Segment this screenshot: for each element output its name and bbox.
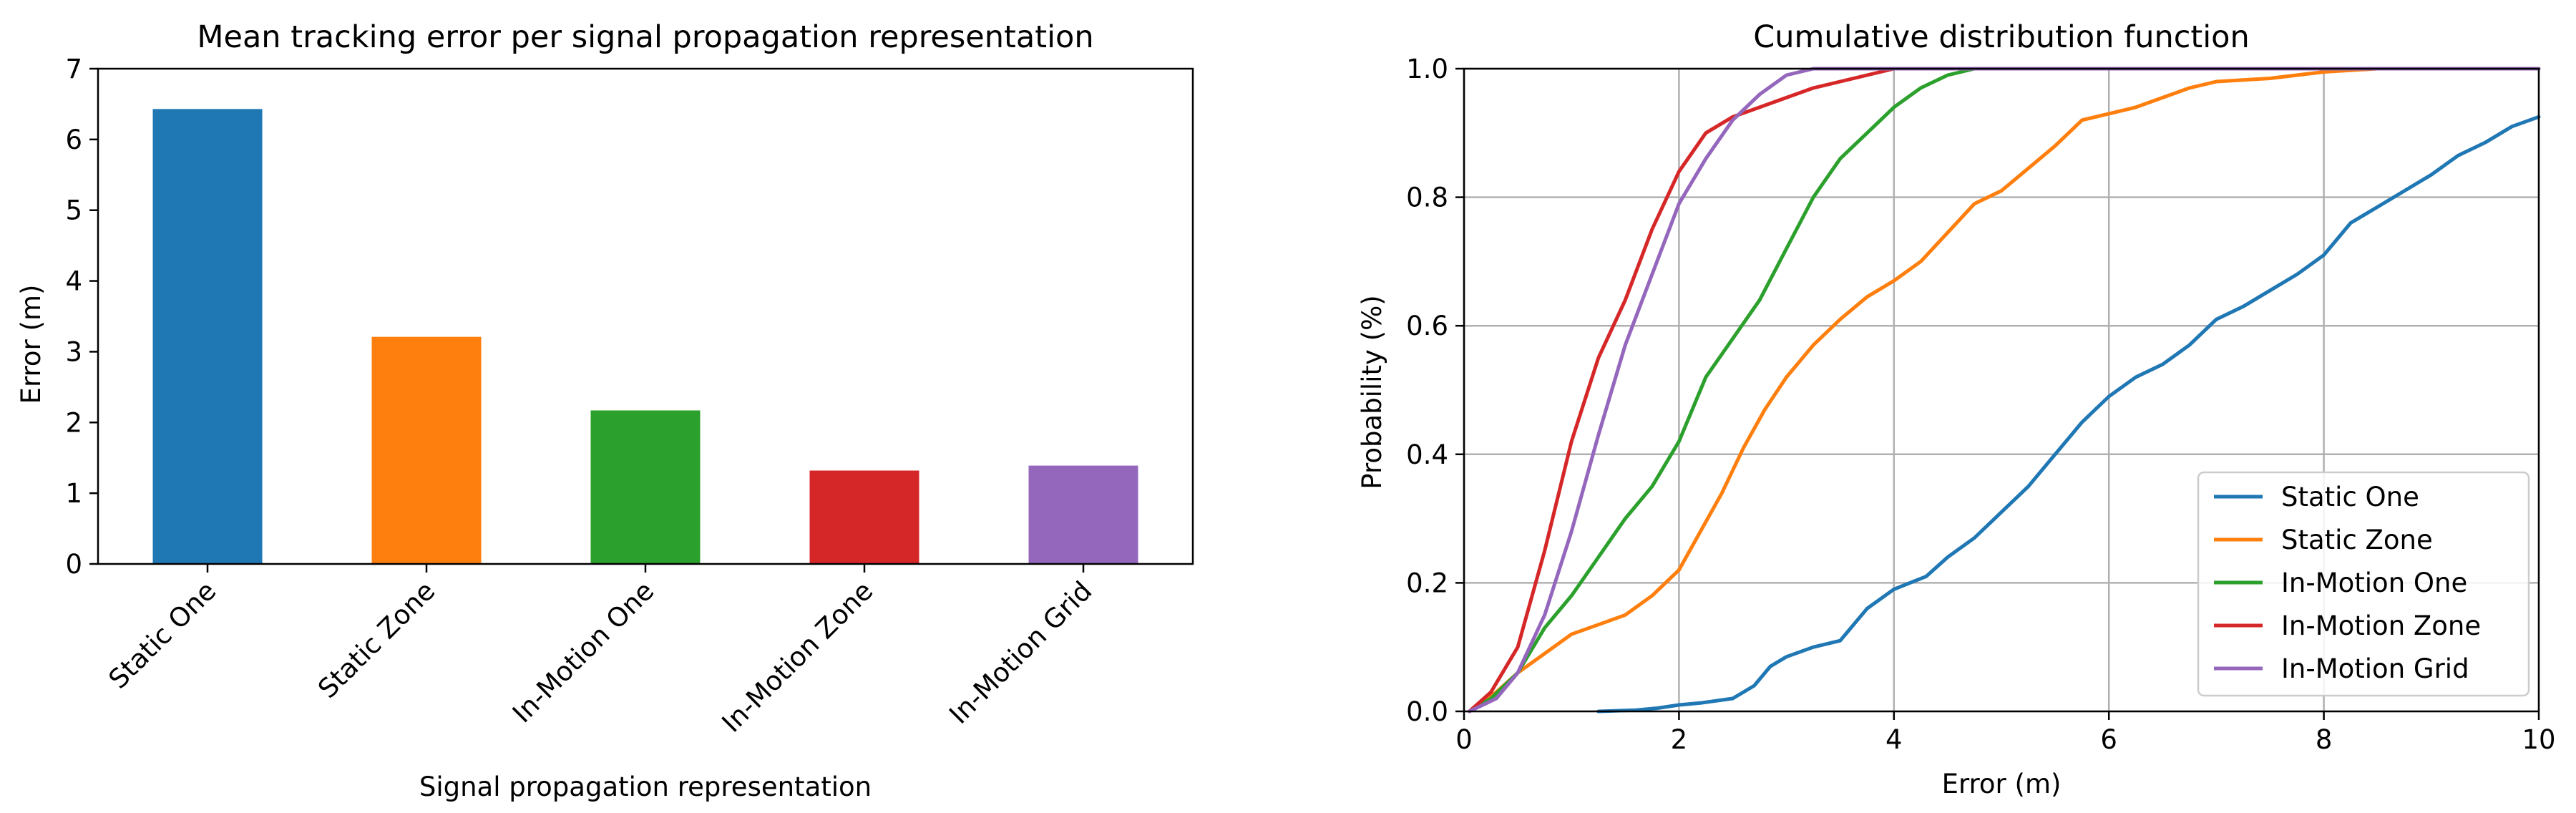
cdf-line-in-motion-grid (1468, 67, 2541, 714)
y-tick-label: 0.2 (1406, 568, 1448, 598)
cdf-chart-plot-frame (1463, 67, 2540, 713)
y-tick-label: 5 (65, 195, 82, 226)
legend-label-in-motion-one: In-Motion One (2281, 568, 2467, 598)
y-tick-label: 0.0 (1406, 696, 1448, 727)
cdf-line-static-one (1596, 115, 2541, 714)
x-tick-label: Static Zone (312, 575, 441, 704)
x-tick-label: In-Motion Zone (716, 575, 879, 739)
y-tick-label: 3 (65, 336, 82, 367)
cdf-chart-title: Cumulative distribution function (1753, 19, 2249, 55)
bar-chart-x-axis-label: Signal propagation representation (419, 771, 872, 802)
x-tick-label: 4 (1885, 724, 1903, 755)
cdf-line-in-motion-zone (1468, 67, 2541, 714)
y-tick-label: 0.6 (1406, 311, 1448, 341)
bar-in-motion-grid (1028, 465, 1138, 564)
x-tick-label: 6 (2100, 724, 2117, 755)
bar-chart-plot-frame (97, 67, 1194, 565)
y-tick-label: 0.8 (1406, 182, 1448, 213)
bar-in-motion-one (590, 410, 701, 564)
legend-label-static-zone: Static Zone (2281, 525, 2433, 555)
y-tick-label: 0 (65, 549, 82, 580)
x-tick-label: Static One (103, 575, 223, 695)
bar-in-motion-zone (809, 470, 919, 564)
x-tick-label: In-Motion Grid (943, 575, 1098, 730)
y-tick-label: 1 (65, 478, 82, 509)
bar-static-zone (371, 336, 482, 564)
y-tick-label: 0.4 (1406, 439, 1448, 470)
legend-label-in-motion-zone: In-Motion Zone (2281, 610, 2481, 641)
cdf-line-static-zone (1468, 67, 2541, 714)
x-tick-label: In-Motion One (507, 575, 660, 729)
y-tick-label: 4 (65, 266, 82, 297)
legend-label-in-motion-grid: In-Motion Grid (2281, 653, 2469, 684)
y-tick-label: 6 (65, 125, 82, 155)
bar-static-one (152, 109, 263, 564)
cdf-chart-x-axis-label: Error (m) (1942, 769, 2062, 799)
legend-label-static-one: Static One (2281, 482, 2419, 512)
cdf-line-in-motion-one (1468, 67, 2541, 714)
bar-chart-panel: Mean tracking error per signal propagati… (16, 19, 1194, 802)
cdf-chart-legend: Static One Static Zone In-Motion One In-Mot… (2197, 471, 2530, 697)
cdf-chart-panel: Cumulative distribution function Probabi… (1357, 19, 2556, 799)
legend-box (2197, 471, 2530, 697)
x-tick-label: 10 (2522, 724, 2555, 755)
y-tick-label: 1.0 (1406, 54, 1448, 84)
cdf-chart-y-axis-label: Probability (%) (1357, 295, 1387, 489)
y-tick-label: 7 (65, 54, 82, 84)
bar-chart-title: Mean tracking error per signal propagati… (197, 19, 1093, 55)
x-tick-label: 8 (2316, 724, 2333, 755)
bar-chart-y-axis-label: Error (m) (16, 285, 47, 404)
x-tick-label: 2 (1671, 724, 1688, 755)
x-tick-label: 0 (1455, 724, 1473, 755)
y-tick-label: 2 (65, 407, 82, 438)
